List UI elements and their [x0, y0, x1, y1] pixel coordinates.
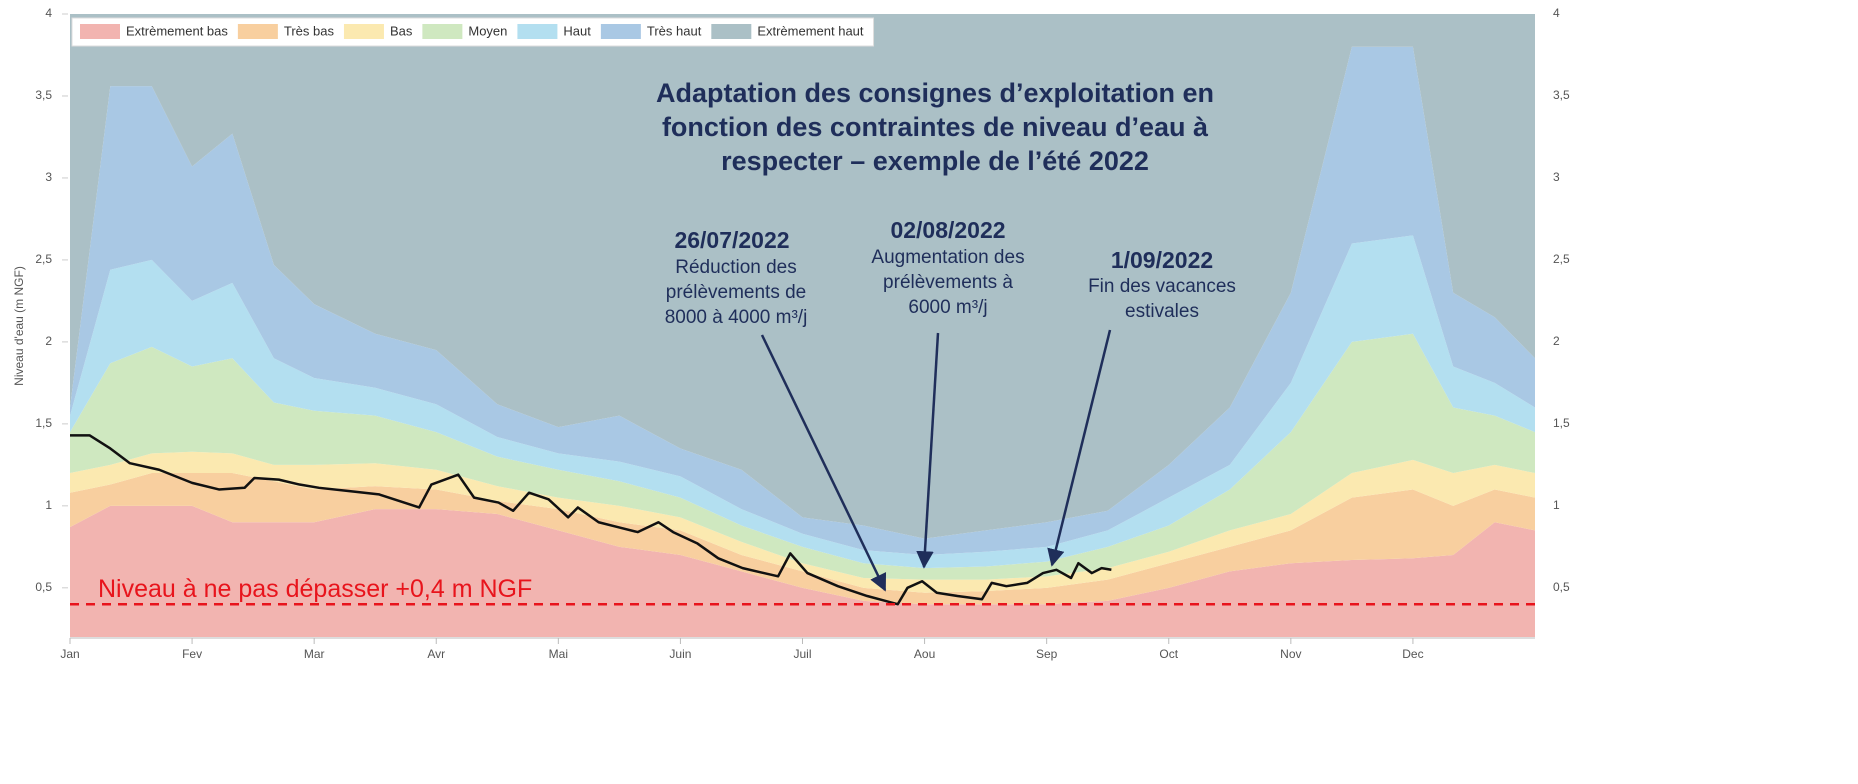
area-band — [70, 333, 1535, 580]
y2-tick-label: 0,5 — [1553, 580, 1570, 594]
y-tick-label: 3,5 — [35, 88, 52, 102]
legend-swatch — [517, 24, 558, 39]
legend-swatch — [237, 24, 278, 39]
bands — [70, 14, 1535, 637]
x-tick-label: Avr — [427, 647, 445, 661]
annotation-text: Augmentation des — [871, 247, 1024, 268]
annotation-text: Réduction des — [675, 257, 796, 278]
y2-tick-label: 3 — [1553, 170, 1560, 184]
title-line: fonction des contraintes de niveau d’eau… — [662, 112, 1209, 142]
y2-tick-label: 4 — [1553, 6, 1560, 20]
legend-swatch — [343, 24, 384, 39]
area-band — [70, 473, 1535, 605]
legend-label: Bas — [390, 23, 413, 38]
y2-tick-label: 2,5 — [1553, 252, 1570, 266]
title-line: Adaptation des consignes d’exploitation … — [656, 78, 1214, 108]
legend-label: Moyen — [468, 23, 507, 38]
annotation-text: 6000 m³/j — [908, 297, 987, 318]
x-tick-label: Jan — [60, 647, 79, 661]
y-tick-label: 2,5 — [35, 252, 52, 266]
annotation-text: estivales — [1125, 301, 1199, 322]
x-tick-label: Nov — [1280, 647, 1301, 661]
legend-swatch — [711, 24, 752, 39]
area-band — [70, 451, 1535, 593]
y-tick-label: 0,5 — [35, 580, 52, 594]
x-tick-label: Juin — [669, 647, 691, 661]
x-tick-label: Fev — [182, 647, 202, 661]
y-axis-label: Niveau d'eau (m NGF) — [12, 266, 26, 386]
y-tick-label: 2 — [45, 334, 52, 348]
y-tick-label: 1 — [45, 498, 52, 512]
y-tick-label: 4 — [45, 6, 52, 20]
legend-label: Extrèmement haut — [757, 23, 864, 38]
threshold-label: Niveau à ne pas dépasser +0,4 m NGF — [98, 575, 532, 603]
area-band — [70, 14, 1535, 539]
annotation-text: 8000 à 4000 m³/j — [665, 307, 808, 328]
y-tick-label: 1,5 — [35, 416, 52, 430]
annotation-text: Fin des vacances — [1088, 276, 1236, 297]
legend-swatch — [80, 24, 120, 39]
x-tick-label: Mar — [304, 647, 325, 661]
area-band — [70, 235, 1535, 569]
legend-label: Très bas — [284, 23, 335, 38]
y2-tick-label: 3,5 — [1553, 88, 1570, 102]
y2-tick-label: 1 — [1553, 498, 1560, 512]
legend-label: Très haut — [647, 23, 702, 38]
y2-tick-label: 2 — [1553, 334, 1560, 348]
x-tick-label: Dec — [1402, 647, 1423, 661]
legend-swatch — [600, 24, 641, 39]
legend-swatch — [422, 24, 463, 39]
x-tick-label: Juil — [793, 647, 811, 661]
annotation-text: prélèvements à — [883, 272, 1013, 293]
area-band — [70, 505, 1535, 637]
legend-label: Extrèmement bas — [126, 23, 228, 38]
legend: Extrèmement bas Très bas Bas Moyen Haut Très … — [71, 17, 875, 47]
annotation-arrow — [760, 334, 887, 592]
level-line — [70, 434, 1112, 606]
axes: 0,5 0,5 1 1 1,5 1,5 2 2 2,5 2,5 3 3 3,5 3,5 4 4 Jan Fev Ma… — [12, 6, 1570, 661]
legend-label: Haut — [563, 23, 591, 38]
y2-tick-label: 1,5 — [1553, 416, 1570, 430]
annotation-arrow — [1047, 329, 1112, 567]
title-line: respecter – exemple de l’été 2022 — [721, 146, 1149, 176]
y-tick-label: 3 — [45, 170, 52, 184]
annotation-text: prélèvements de — [666, 282, 806, 303]
x-tick-label: Aou — [914, 647, 935, 661]
x-tick-label: Sep — [1036, 647, 1058, 661]
x-tick-label: Mai — [549, 647, 568, 661]
x-tick-label: Oct — [1159, 647, 1178, 661]
area-band — [70, 46, 1535, 556]
annotation-title: 02/08/2022 — [890, 217, 1005, 243]
annotation-title: 26/07/2022 — [674, 227, 789, 253]
annotation-title: 1/09/2022 — [1111, 247, 1213, 273]
annotation-arrow — [916, 332, 940, 569]
